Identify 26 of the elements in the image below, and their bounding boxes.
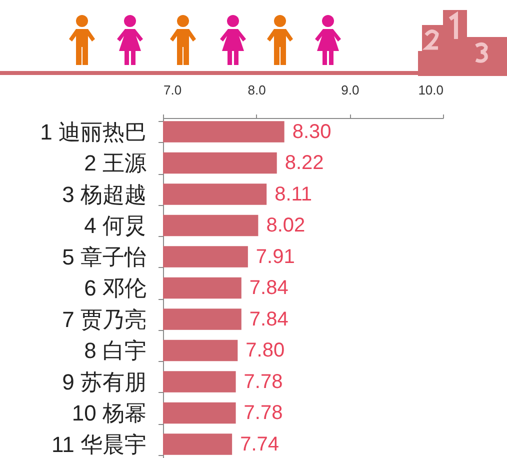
y-tick-label: 6 邓伦: [84, 276, 146, 300]
y-tick-label: 7 贾乃亮: [62, 306, 146, 332]
x-tick-label: 7.0: [164, 82, 182, 98]
y-tick-label: 9 苏有朋: [62, 369, 146, 394]
y-tick-label: 11 华晨宇: [52, 432, 146, 457]
data-label: 7.84: [249, 308, 288, 330]
data-label: 8.22: [284, 152, 324, 174]
data-label: 7.74: [240, 433, 280, 456]
data-label: 7.91: [256, 246, 295, 268]
y-tick-label: 2 王源: [84, 150, 146, 176]
data-label: 7.78: [244, 370, 283, 393]
y-tick-label: 5 章子怡: [62, 244, 146, 270]
y-tick-label: 4 何炅: [84, 213, 146, 238]
data-label: 8.02: [266, 214, 306, 236]
y-tick-label: 10 杨幂: [72, 400, 146, 426]
y-tick-label: 1 迪丽热巴: [40, 119, 146, 144]
x-tick-label: 8.0: [248, 82, 266, 98]
x-tick-label: 9.0: [341, 82, 360, 98]
data-label: 8.30: [292, 120, 332, 143]
data-label: 7.78: [244, 402, 283, 424]
y-tick-label: 8 白宇: [84, 338, 146, 363]
data-label: 7.80: [246, 340, 285, 362]
data-label: 7.84: [249, 277, 288, 299]
x-tick-label: 10.0: [418, 82, 444, 98]
y-tick-label: 3 杨超越: [62, 182, 146, 207]
data-label: 8.11: [274, 183, 312, 206]
